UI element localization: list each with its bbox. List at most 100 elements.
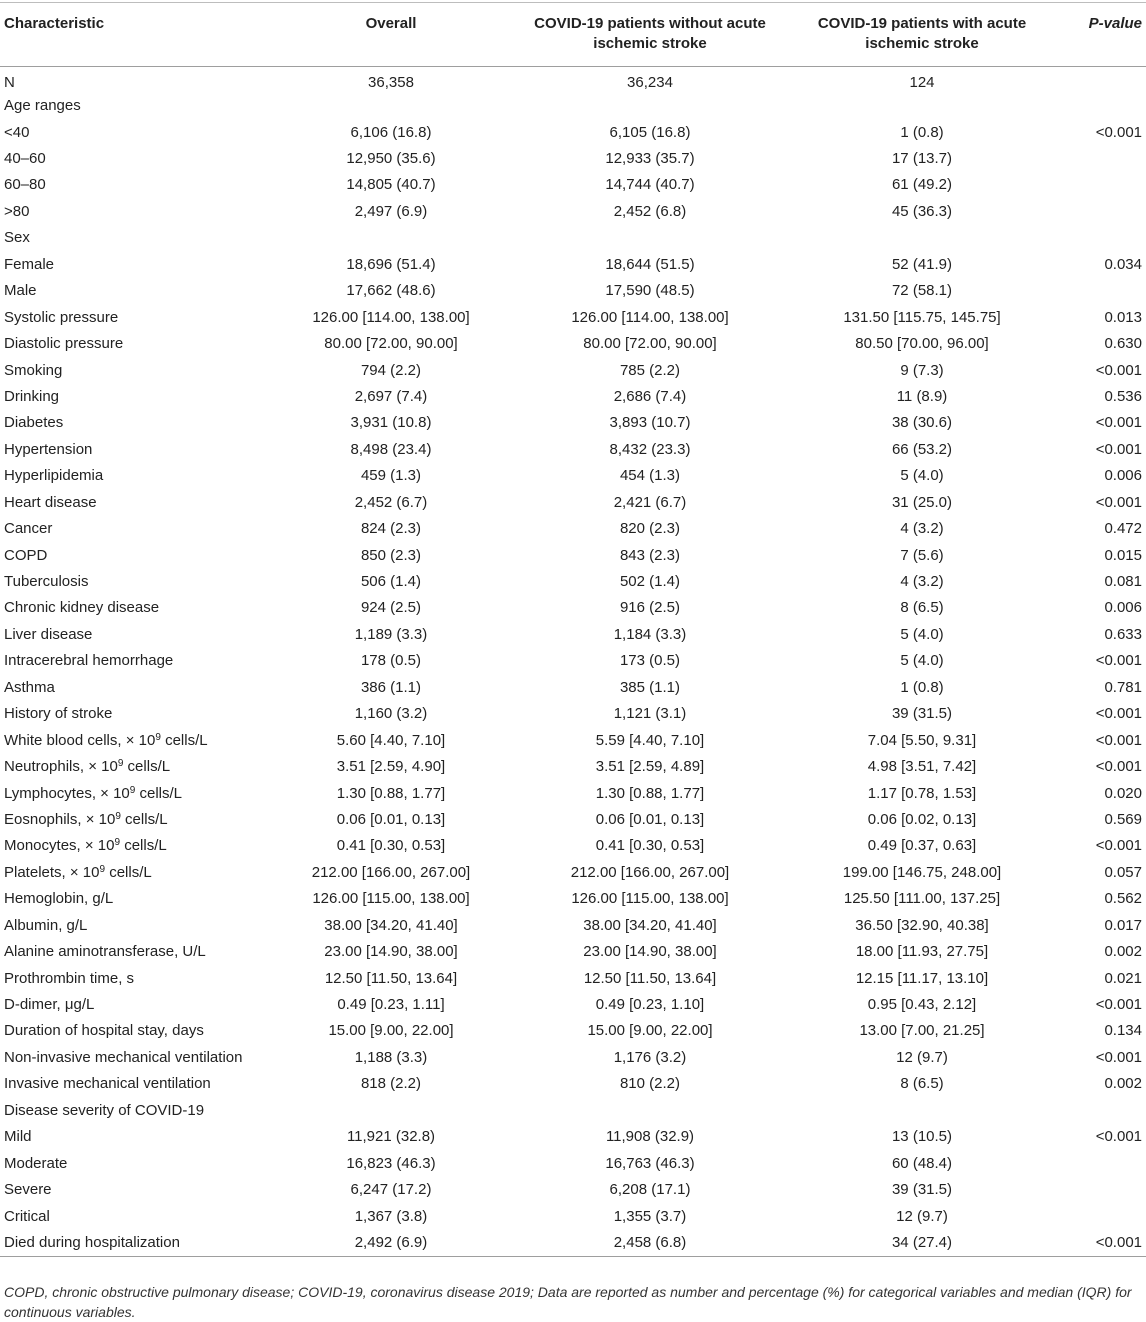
row-with-stroke: 12.15 [11.17, 13.10] [855, 969, 989, 987]
row-characteristic: Drinking [4, 387, 60, 405]
row-overall: 16,823 (46.3) [346, 1154, 436, 1172]
row-without-stroke: 17,590 (48.5) [605, 282, 695, 300]
row-with-stroke: 17 (13.7) [891, 150, 953, 168]
row-overall [282, 93, 500, 119]
row-characteristic: Tuberculosis [4, 573, 89, 591]
row-with-stroke: 13.00 [7.00, 21.25] [859, 1022, 985, 1040]
row-p-value: 0.536 [1104, 387, 1142, 405]
row-without-stroke: 1,176 (3.2) [613, 1048, 687, 1066]
row-overall: 386 (1.1) [360, 678, 422, 696]
row-overall [282, 1098, 500, 1124]
table-row: White blood cells, × 109 cells/L 5.60 [4.… [0, 727, 1146, 753]
row-p-value: <0.001 [1095, 1048, 1142, 1066]
table-row: Tuberculosis 506 (1.4) 502 (1.4) 4 (3.2) 0.0… [0, 569, 1146, 595]
row-with-stroke: 4 (3.2) [900, 573, 944, 591]
row-p-value: <0.001 [1044, 1229, 1146, 1257]
row-overall: 126.00 [115.00, 138.00] [312, 890, 470, 908]
row-characteristic: Eosnophils, × 109 cells/L [0, 807, 282, 833]
row-overall: 0.06 [0.01, 0.13] [336, 810, 446, 828]
row-characteristic-text: Eosnophils, × 10 [4, 810, 116, 828]
row-p-value: <0.001 [1095, 440, 1142, 458]
row-characteristic: Disease severity of COVID-19 [4, 1101, 205, 1119]
row-characteristic-text: Monocytes, × 10 [4, 837, 115, 855]
table-row: Diastolic pressure 80.00 [72.00, 90.00] 80… [0, 331, 1146, 357]
row-with-stroke: 8 (6.5) [900, 1075, 944, 1093]
row-characteristic: Cancer [4, 520, 53, 538]
row-without-stroke: 2,452 (6.8) [613, 202, 687, 220]
header-overall: Overall [282, 2, 500, 67]
row-with-stroke: 5 (4.0) [900, 625, 944, 643]
row-with-stroke [800, 225, 1044, 251]
row-characteristic: >80 [4, 202, 30, 220]
table-row: Invasive mechanical ventilation 818 (2.2)… [0, 1071, 1146, 1097]
row-p-value [1044, 1177, 1146, 1203]
row-overall: 506 (1.4) [360, 573, 422, 591]
row-overall: 23.00 [14.90, 38.00] [324, 943, 458, 961]
table-row: Sex [0, 225, 1146, 251]
row-characteristic-unit: cells/L [160, 731, 208, 749]
table-row: Lymphocytes, × 109 cells/L 1.30 [0.88, 1.… [0, 780, 1146, 806]
row-without-stroke: 2,421 (6.7) [613, 493, 687, 511]
row-p-value: 0.017 [1104, 916, 1142, 934]
row-with-stroke: 39 (31.5) [891, 705, 953, 723]
row-with-stroke: 13 (10.5) [891, 1128, 953, 1146]
row-with-stroke: 4.98 [3.51, 7.42] [867, 758, 977, 776]
row-with-stroke: 7 (5.6) [900, 546, 944, 564]
row-overall: 178 (0.5) [360, 652, 422, 670]
row-characteristic-exponent: 9 [117, 758, 124, 770]
table-row: Smoking 794 (2.2) 785 (2.2) 9 (7.3) <0.001 [0, 357, 1146, 383]
row-characteristic-text: Platelets, × 10 [4, 863, 100, 881]
row-characteristic: Hyperlipidemia [4, 467, 104, 485]
row-overall: 0.41 [0.30, 0.53] [336, 837, 446, 855]
row-with-stroke: 66 (53.2) [891, 440, 953, 458]
row-overall: 126.00 [114.00, 138.00] [312, 308, 470, 326]
row-without-stroke: 212.00 [166.00, 267.00] [570, 863, 730, 881]
table-body: N 36,358 36,234 124 Age ranges <40 6,106 (16.8… [0, 67, 1146, 1257]
row-p-value: 0.006 [1104, 599, 1142, 617]
row-characteristic: Hemoglobin, g/L [4, 890, 114, 908]
row-p-value: <0.001 [1095, 705, 1142, 723]
row-without-stroke: 5.59 [4.40, 7.10] [595, 731, 705, 749]
row-without-stroke: 3.51 [2.59, 4.89] [595, 758, 705, 776]
row-characteristic: 60–80 [4, 176, 46, 194]
row-overall: 2,452 (6.7) [354, 493, 428, 511]
table-row: 40–60 12,950 (35.6) 12,933 (35.7) 17 (13.7) [0, 146, 1146, 172]
header-characteristic: Characteristic [0, 2, 282, 67]
row-with-stroke: 7.04 [5.50, 9.31] [867, 731, 977, 749]
row-characteristic-text: Lymphocytes, × 10 [4, 784, 130, 802]
row-with-stroke: 5 (4.0) [900, 652, 944, 670]
row-with-stroke: 0.95 [0.43, 2.12] [867, 996, 977, 1014]
table-row: Duration of hospital stay, days 15.00 [9.… [0, 1018, 1146, 1044]
row-without-stroke: 1,121 (3.1) [613, 705, 687, 723]
row-p-value: <0.001 [1095, 758, 1142, 776]
row-overall: 850 (2.3) [360, 546, 422, 564]
row-p-value: 0.569 [1104, 810, 1142, 828]
row-p-value: <0.001 [1095, 123, 1142, 141]
row-characteristic: History of stroke [4, 705, 113, 723]
table-row: >80 2,497 (6.9) 2,452 (6.8) 45 (36.3) [0, 199, 1146, 225]
row-p-value [1044, 225, 1146, 251]
row-p-value: 0.002 [1104, 1075, 1142, 1093]
row-p-value [1044, 1150, 1146, 1176]
row-overall: 1,189 (3.3) [354, 625, 428, 643]
row-with-stroke: 199.00 [146.75, 248.00] [842, 863, 1002, 881]
row-with-stroke: 60 (48.4) [891, 1154, 953, 1172]
table-row: D-dimer, μg/L 0.49 [0.23, 1.11] 0.49 [0.23… [0, 992, 1146, 1018]
row-characteristic: Hypertension [4, 440, 93, 458]
row-characteristic: Neutrophils, × 109 cells/L [0, 754, 282, 780]
row-characteristic: Mild [4, 1128, 32, 1146]
row-characteristic: Diabetes [4, 414, 64, 432]
row-overall: 1,188 (3.3) [354, 1048, 428, 1066]
row-with-stroke: 131.50 [115.75, 145.75] [843, 308, 1001, 326]
row-overall: 212.00 [166.00, 267.00] [311, 863, 471, 881]
row-characteristic: Heart disease [4, 493, 97, 511]
row-without-stroke: 36,234 [627, 73, 673, 91]
table-row: Critical 1,367 (3.8) 1,355 (3.7) 12 (9.7) [0, 1203, 1146, 1229]
table-row: Alanine aminotransferase, U/L 23.00 [14.9… [0, 939, 1146, 965]
row-with-stroke: 36.50 [32.90, 40.38] [855, 916, 989, 934]
row-p-value: 0.081 [1104, 573, 1142, 591]
table-row: Male 17,662 (48.6) 17,590 (48.5) 72 (58.1) [0, 278, 1146, 304]
table-row: Neutrophils, × 109 cells/L 3.51 [2.59, 4.… [0, 754, 1146, 780]
row-with-stroke: 1 (0.8) [900, 123, 944, 141]
